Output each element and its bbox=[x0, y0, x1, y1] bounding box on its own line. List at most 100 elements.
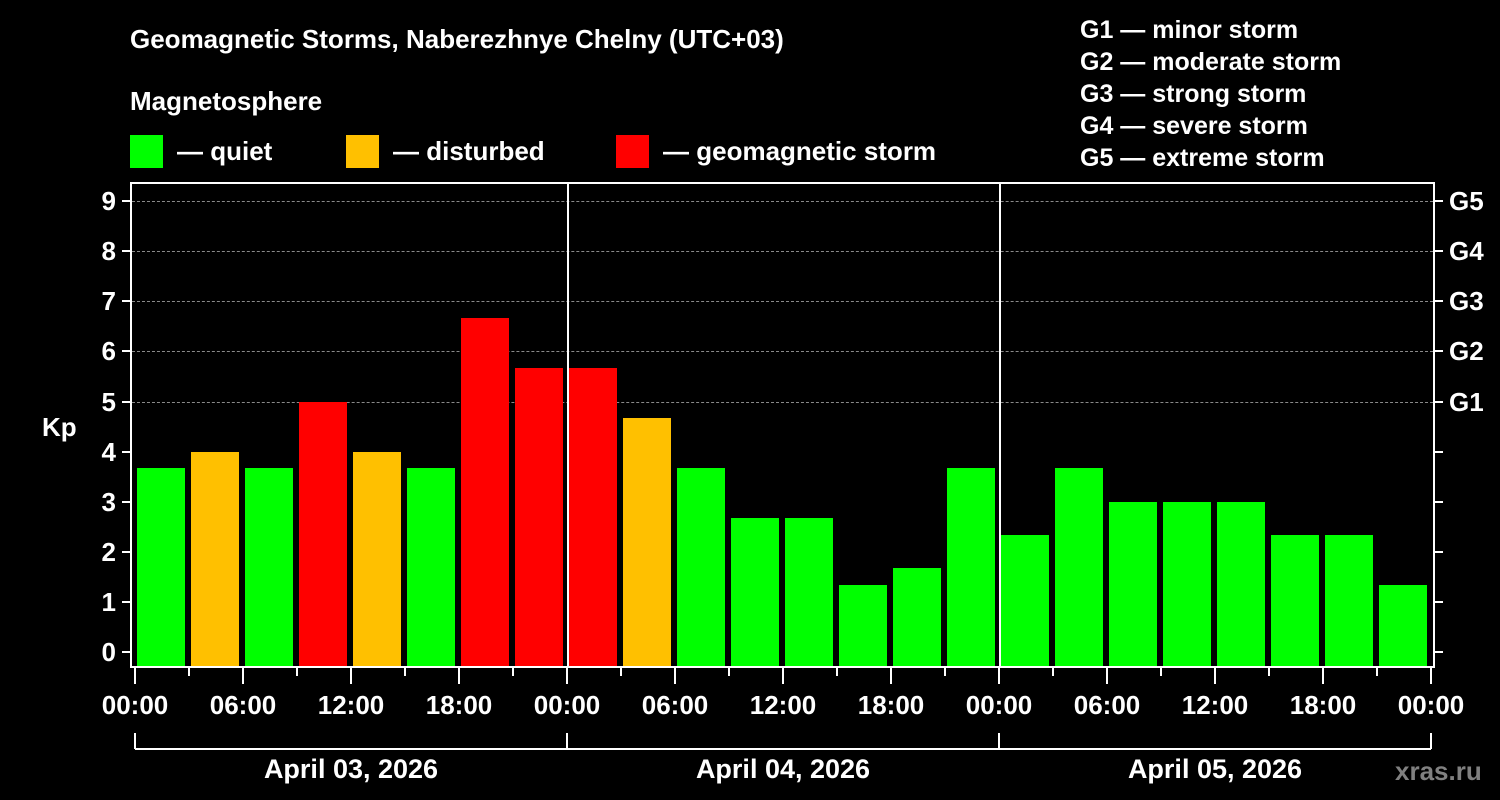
y-tick-label: 3 bbox=[101, 486, 116, 517]
kp-bar bbox=[461, 317, 509, 666]
storm-swatch-icon bbox=[616, 134, 649, 168]
y-axis-label: Kp bbox=[42, 412, 77, 442]
x-tick bbox=[620, 668, 622, 676]
legend-disturbed: — disturbed bbox=[346, 134, 545, 168]
x-tick bbox=[296, 668, 298, 676]
x-tick bbox=[998, 668, 1000, 684]
kp-bar bbox=[1271, 535, 1319, 666]
x-tick-label: 00:00 bbox=[533, 690, 601, 720]
right-tick bbox=[1435, 250, 1443, 253]
x-tick bbox=[782, 668, 784, 684]
day-bracket-tick bbox=[998, 733, 1000, 749]
grid-line bbox=[132, 301, 1433, 303]
y-tick-label: 7 bbox=[101, 286, 116, 317]
grid-line bbox=[132, 201, 1433, 203]
x-tick-label: 00:00 bbox=[965, 690, 1033, 720]
x-tick-label: 12:00 bbox=[1181, 690, 1249, 720]
g-level-label: G4 bbox=[1449, 236, 1484, 267]
kp-bar bbox=[1109, 501, 1157, 666]
x-tick bbox=[134, 668, 136, 684]
x-tick bbox=[404, 668, 406, 676]
kp-bar bbox=[407, 468, 455, 666]
x-tick bbox=[188, 668, 190, 676]
day-bracket bbox=[135, 748, 1431, 750]
right-tick bbox=[1435, 651, 1443, 653]
y-tick-label: 5 bbox=[101, 386, 116, 417]
g-level-label: G1 bbox=[1449, 386, 1484, 417]
grid-line bbox=[132, 401, 1433, 403]
right-tick bbox=[1435, 350, 1443, 353]
y-tick-label: 1 bbox=[101, 586, 116, 617]
x-tick bbox=[728, 668, 730, 676]
g-level-label: G5 bbox=[1449, 186, 1484, 217]
right-tick bbox=[1435, 400, 1443, 403]
x-tick-label: 18:00 bbox=[1289, 690, 1357, 720]
kp-bar bbox=[731, 518, 779, 666]
x-tick bbox=[1322, 668, 1324, 684]
chart-title: Geomagnetic Storms, Naberezhnye Chelny (… bbox=[130, 24, 784, 54]
x-tick-label: 18:00 bbox=[425, 690, 493, 720]
kp-bar bbox=[245, 468, 293, 666]
x-tick bbox=[1160, 668, 1162, 676]
grid-line bbox=[132, 251, 1433, 253]
g-level-label: G3 bbox=[1449, 286, 1484, 317]
x-tick bbox=[512, 668, 514, 676]
x-tick-label: 12:00 bbox=[317, 690, 385, 720]
kp-bar bbox=[839, 585, 887, 666]
y-tick bbox=[122, 500, 130, 503]
y-tick-label: 6 bbox=[101, 336, 116, 367]
watermark: xras.ru bbox=[1395, 756, 1482, 786]
day-label: April 05, 2026 bbox=[1127, 754, 1303, 784]
legend-quiet-label: — quiet bbox=[177, 135, 273, 166]
g-scale-legend: G1 — minor storm G2 — moderate storm G3 … bbox=[1080, 14, 1341, 174]
kp-bar bbox=[1163, 501, 1211, 666]
right-tick bbox=[1435, 500, 1443, 503]
day-bracket-tick bbox=[566, 733, 568, 749]
legend-quiet: — quiet bbox=[130, 134, 272, 168]
y-tick-label: 4 bbox=[101, 436, 116, 467]
right-tick bbox=[1435, 600, 1443, 603]
x-tick bbox=[1214, 668, 1216, 684]
day-label: April 03, 2026 bbox=[263, 754, 439, 784]
x-tick bbox=[1376, 668, 1378, 676]
x-tick bbox=[350, 668, 352, 684]
day-divider bbox=[999, 184, 1001, 666]
legend-disturbed-label: — disturbed bbox=[393, 135, 545, 166]
x-tick-label: 06:00 bbox=[209, 690, 277, 720]
x-tick bbox=[1106, 668, 1108, 684]
right-tick bbox=[1435, 450, 1443, 453]
kp-bar bbox=[785, 518, 833, 666]
right-tick bbox=[1435, 200, 1443, 203]
g3-legend: G3 — strong storm bbox=[1080, 80, 1307, 108]
x-tick-label: 18:00 bbox=[857, 690, 925, 720]
kp-bar bbox=[1379, 585, 1427, 666]
x-tick-label: 00:00 bbox=[1397, 690, 1465, 720]
x-tick-label: 06:00 bbox=[641, 690, 709, 720]
x-tick-label: 12:00 bbox=[749, 690, 817, 720]
x-tick-label: 00:00 bbox=[101, 690, 169, 720]
x-tick bbox=[944, 668, 946, 676]
y-tick-label: 0 bbox=[101, 637, 116, 667]
x-tick-label: 06:00 bbox=[1073, 690, 1141, 720]
y-tick bbox=[122, 300, 130, 303]
kp-bar bbox=[569, 367, 617, 666]
kp-bar bbox=[1217, 501, 1265, 666]
right-tick bbox=[1435, 550, 1443, 553]
x-tick bbox=[836, 668, 838, 676]
kp-bar bbox=[623, 418, 671, 666]
y-tick bbox=[122, 200, 130, 203]
kp-bar bbox=[893, 568, 941, 666]
day-bracket-tick bbox=[134, 733, 136, 749]
day-bracket-tick bbox=[1430, 733, 1432, 749]
kp-bar bbox=[515, 367, 563, 666]
kp-bar bbox=[947, 468, 995, 666]
x-tick bbox=[1268, 668, 1270, 676]
legend-storm-label: — geomagnetic storm bbox=[663, 135, 937, 166]
y-tick-label: 8 bbox=[101, 236, 116, 267]
x-tick bbox=[890, 668, 892, 684]
grid-line bbox=[132, 351, 1433, 353]
legend-storm: — geomagnetic storm bbox=[616, 134, 936, 168]
kp-bar bbox=[353, 451, 401, 666]
g4-legend: G4 — severe storm bbox=[1080, 112, 1308, 140]
chart-subtitle: Magnetosphere bbox=[130, 86, 323, 116]
